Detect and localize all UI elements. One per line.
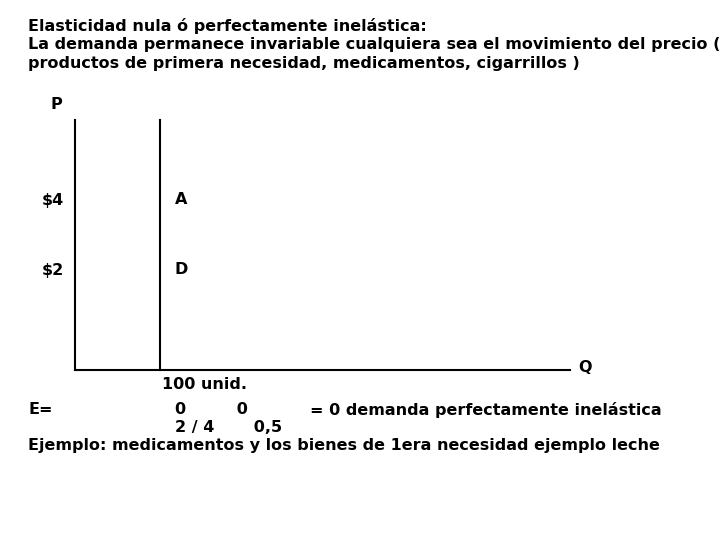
Text: Q: Q: [578, 360, 592, 375]
Text: $2: $2: [42, 262, 64, 278]
Text: La demanda permanece invariable cualquiera sea el movimiento del precio (: La demanda permanece invariable cualquie…: [28, 37, 720, 52]
Text: 0         0: 0 0: [175, 402, 248, 417]
Text: P: P: [50, 97, 62, 112]
Text: 2 / 4       0,5: 2 / 4 0,5: [175, 420, 282, 435]
Text: $4: $4: [42, 192, 64, 207]
Text: Elasticidad nula ó perfectamente inelástica:: Elasticidad nula ó perfectamente inelást…: [28, 18, 427, 34]
Text: productos de primera necesidad, medicamentos, cigarrillos ): productos de primera necesidad, medicame…: [28, 56, 580, 71]
Text: E=: E=: [28, 402, 53, 417]
Text: D: D: [175, 262, 189, 278]
Text: Ejemplo: medicamentos y los bienes de 1era necesidad ejemplo leche: Ejemplo: medicamentos y los bienes de 1e…: [28, 438, 660, 453]
Text: A: A: [175, 192, 187, 207]
Text: 100 unid.: 100 unid.: [162, 377, 247, 392]
Text: = 0 demanda perfectamente inelástica: = 0 demanda perfectamente inelástica: [310, 402, 662, 418]
